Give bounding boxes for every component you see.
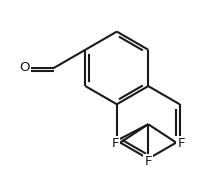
Text: F: F	[145, 155, 152, 168]
Text: F: F	[112, 137, 119, 150]
Text: O: O	[20, 61, 30, 74]
Text: F: F	[177, 137, 185, 150]
